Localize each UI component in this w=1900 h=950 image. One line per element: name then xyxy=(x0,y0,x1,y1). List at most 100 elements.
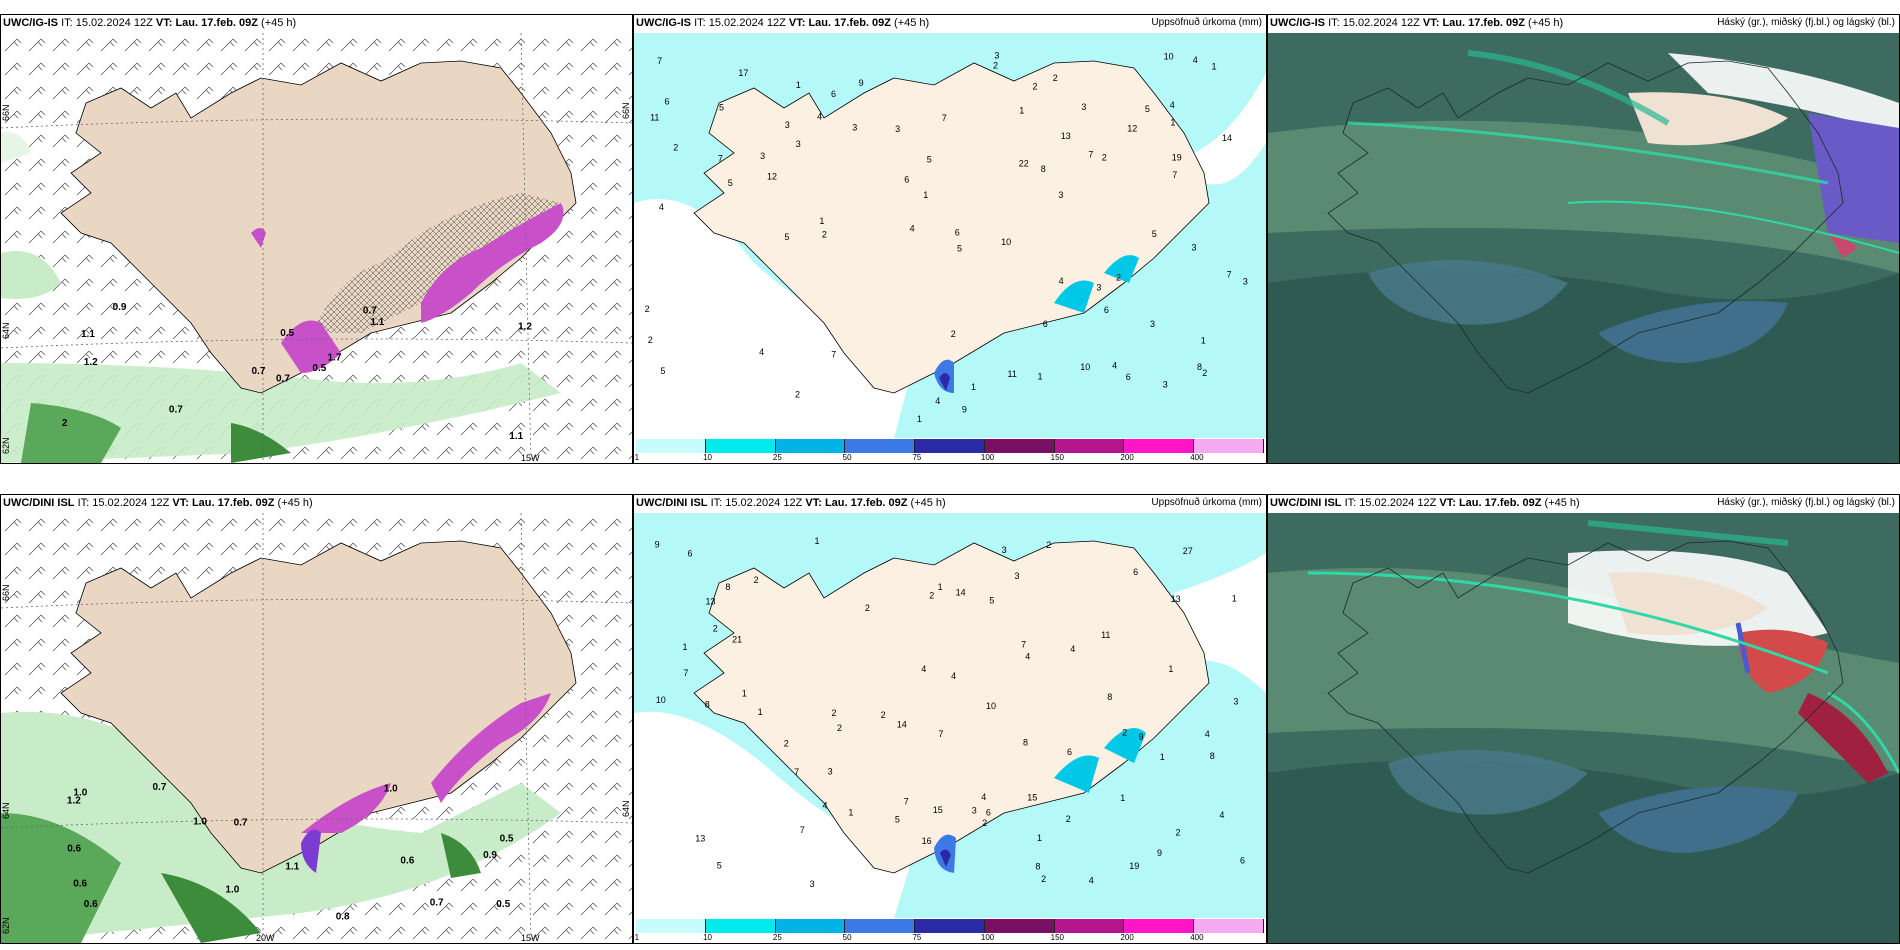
colorbar-label: 50 xyxy=(842,453,852,462)
map-value-label: 4 xyxy=(659,202,664,212)
map-value-label: 4 xyxy=(951,671,956,681)
map-value-label: 5 xyxy=(957,243,962,253)
colorbar-label: 25 xyxy=(772,933,782,942)
lat-label: 64N xyxy=(621,800,631,817)
lat-label: 62N xyxy=(1,437,11,454)
map-value-label: 5 xyxy=(660,366,665,376)
map-value-label: 10 xyxy=(656,695,666,705)
map-value-label: 2 xyxy=(754,575,759,585)
panel-title: UWC/DINI ISL IT: 15.02.2024 12Z VT: Lau.… xyxy=(1270,497,1580,509)
map-value-label: 8 xyxy=(1041,164,1046,174)
map-value-label: 13 xyxy=(1171,594,1181,604)
map-value-label: 1 xyxy=(1037,833,1042,843)
colorbar-swatch xyxy=(1194,919,1264,933)
map-value-label: 1.7 xyxy=(328,353,342,364)
map-value-label: 8 xyxy=(1035,862,1040,872)
map-value-label: 1 xyxy=(1201,335,1206,345)
map-value-label: 6 xyxy=(1043,319,1048,329)
map-value-label: 5 xyxy=(784,232,789,242)
map-value-label: 1.1 xyxy=(370,317,384,328)
map-value-label: 0.6 xyxy=(84,899,98,910)
map-value-label: 3 xyxy=(1243,276,1248,286)
map-value-label: 10 xyxy=(1001,237,1011,247)
map-value-label: 11 xyxy=(1008,369,1017,379)
map-value-label: 3 xyxy=(828,766,833,776)
map-value-label: 1 xyxy=(1168,664,1173,674)
panel-cloud-bottom: UWC/DINI ISL IT: 15.02.2024 12Z VT: Lau.… xyxy=(1267,494,1900,944)
panel-title: UWC/IG-IS IT: 15.02.2024 12Z VT: Lau. 17… xyxy=(1270,17,1564,29)
map-value-label: 1 xyxy=(1170,118,1175,128)
lat-label: 66N xyxy=(1,584,11,601)
map-value-label: 6 xyxy=(1067,747,1072,757)
map-value-label: 0.6 xyxy=(73,879,87,890)
map-value-label: 2 xyxy=(1202,368,1207,378)
map-value-label: 6 xyxy=(955,227,960,237)
map-value-label: 1 xyxy=(742,688,747,698)
map-value-label: 0.9 xyxy=(483,850,497,861)
panel-title: UWC/DINI ISL IT: 15.02.2024 12Z VT: Lau.… xyxy=(636,497,946,509)
map-value-label: 12 xyxy=(1127,123,1137,133)
map-value-label: 3 xyxy=(1015,571,1020,581)
map-value-label: 0.9 xyxy=(113,302,127,313)
precip-title: Uppsöfnuð úrkoma (mm) xyxy=(1151,17,1262,28)
colorbar-swatch xyxy=(775,919,846,933)
map-value-label: 6 xyxy=(831,89,836,99)
map-value-label: 27 xyxy=(1183,546,1193,556)
lat-label: 64N xyxy=(1,802,11,819)
map-value-label: 2 xyxy=(832,708,837,718)
map-value-label: 0.7 xyxy=(169,404,183,415)
colorbar-swatch xyxy=(1124,919,1195,933)
map-value-label: 2 xyxy=(795,390,800,400)
map-value-label: 0.7 xyxy=(430,897,444,908)
map-value-label: 5 xyxy=(989,595,994,605)
iceland-outline xyxy=(1327,60,1844,394)
map-value-label: 0.7 xyxy=(252,366,266,377)
map-value-label: 2 xyxy=(982,818,987,828)
map-value-label: 0.6 xyxy=(400,856,414,867)
map-value-label: 2 xyxy=(1053,73,1058,83)
map-value-label: 3 xyxy=(810,879,815,889)
map-value-label: 0.7 xyxy=(276,374,290,385)
map-value-label: 2 xyxy=(1041,874,1046,884)
map-value-label: 5 xyxy=(728,178,733,188)
lat-label: 66N xyxy=(1,104,11,121)
map-value-label: 2 xyxy=(951,329,956,339)
panel-cloud-top: UWC/IG-IS IT: 15.02.2024 12Z VT: Lau. 17… xyxy=(1267,14,1900,464)
map-value-label: 2 xyxy=(1033,81,1038,91)
colorbar-label: 150 xyxy=(1050,933,1065,942)
map-value-label: 12 xyxy=(767,172,777,182)
colorbar-swatch xyxy=(636,919,706,933)
precip-title: Uppsöfnuð úrkoma (mm) xyxy=(1151,497,1262,508)
map-value-label: 4 xyxy=(1112,360,1117,370)
map-value-label: 1.2 xyxy=(84,357,98,368)
lat-label: 66N xyxy=(621,102,631,119)
map-value-label: 9 xyxy=(1139,732,1144,742)
map-value-label: 7 xyxy=(831,350,836,360)
map-value-label: 14 xyxy=(897,719,907,729)
wind-value-group: 0.6 0.9 0.6 0.7 0.7 0.7 0.6 1.0 1.0 0.8 1.2 0.6 1.0 0… xyxy=(67,782,514,922)
colorbar-swatch xyxy=(845,919,916,933)
colorbar-swatch xyxy=(984,919,1055,933)
map-value-label: 1.0 xyxy=(225,885,239,896)
map-value-label: 7 xyxy=(1172,170,1177,180)
map-value-label: 4 xyxy=(817,112,822,122)
map-value-label: 6 xyxy=(1240,856,1245,866)
colorbar-swatch xyxy=(1054,439,1125,453)
map-value-label: 3 xyxy=(1163,379,1168,389)
map-value-label: 9 xyxy=(962,404,967,414)
precip-colorbar: 1 10 25 50 75 100 150 200 400 xyxy=(635,439,1264,462)
map-value-label: 1 xyxy=(1232,594,1237,604)
map-value-label: 1.0 xyxy=(193,817,207,828)
map-value-label: 0.7 xyxy=(234,817,248,828)
colorbar-swatch xyxy=(775,439,846,453)
map-value-label: 4 xyxy=(935,396,940,406)
map-value-label: 2 xyxy=(993,61,998,71)
colorbar-label: 150 xyxy=(1050,453,1065,462)
colorbar-label: 25 xyxy=(772,453,782,462)
map-value-label: 4 xyxy=(1089,876,1094,886)
colorbar-label: 10 xyxy=(703,933,712,942)
map-value-label: 6 xyxy=(1104,305,1109,315)
map-value-label: 0.5 xyxy=(500,833,514,844)
